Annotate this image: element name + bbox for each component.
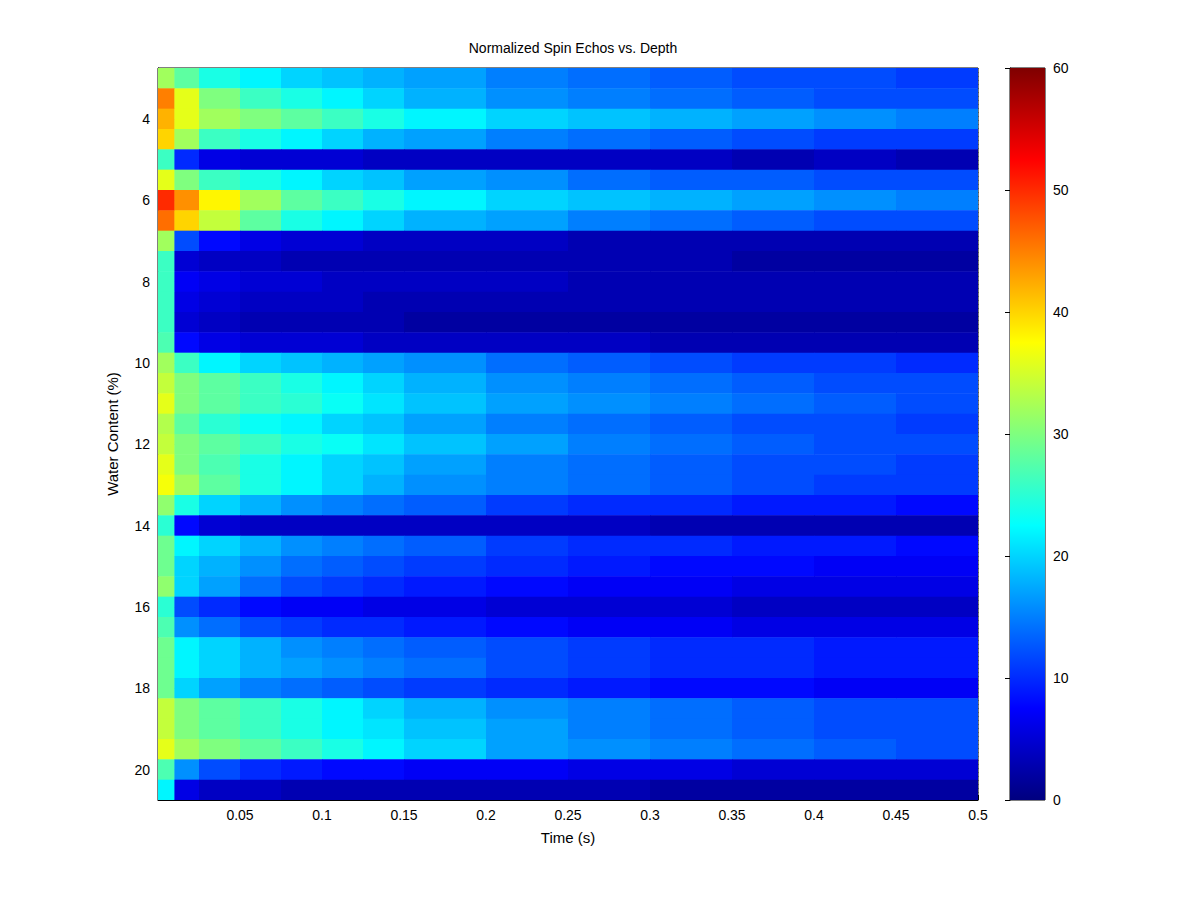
svg-text:Time (s): Time (s) — [541, 829, 595, 846]
svg-text:6: 6 — [142, 192, 150, 208]
svg-text:0.05: 0.05 — [226, 807, 253, 823]
svg-text:0.2: 0.2 — [476, 807, 496, 823]
svg-text:0.45: 0.45 — [882, 807, 909, 823]
svg-text:Normalized Spin Echos vs. Dept: Normalized Spin Echos vs. Depth — [469, 40, 678, 56]
svg-text:12: 12 — [134, 436, 150, 452]
svg-text:18: 18 — [134, 680, 150, 696]
svg-text:20: 20 — [1053, 548, 1069, 564]
svg-text:50: 50 — [1053, 182, 1069, 198]
svg-text:8: 8 — [142, 274, 150, 290]
svg-text:0.35: 0.35 — [718, 807, 745, 823]
svg-text:20: 20 — [134, 762, 150, 778]
svg-text:0.15: 0.15 — [390, 807, 417, 823]
svg-text:0: 0 — [1053, 792, 1061, 808]
svg-text:0.5: 0.5 — [968, 807, 988, 823]
svg-text:10: 10 — [134, 355, 150, 371]
svg-text:0.1: 0.1 — [312, 807, 332, 823]
svg-text:60: 60 — [1053, 60, 1069, 76]
svg-text:16: 16 — [134, 599, 150, 615]
svg-text:4: 4 — [142, 111, 150, 127]
svg-text:0.25: 0.25 — [554, 807, 581, 823]
svg-text:40: 40 — [1053, 304, 1069, 320]
svg-text:14: 14 — [134, 518, 150, 534]
svg-text:0.4: 0.4 — [804, 807, 824, 823]
svg-text:30: 30 — [1053, 426, 1069, 442]
svg-text:Water Content (%): Water Content (%) — [104, 372, 121, 496]
svg-text:0.3: 0.3 — [640, 807, 660, 823]
svg-text:10: 10 — [1053, 670, 1069, 686]
